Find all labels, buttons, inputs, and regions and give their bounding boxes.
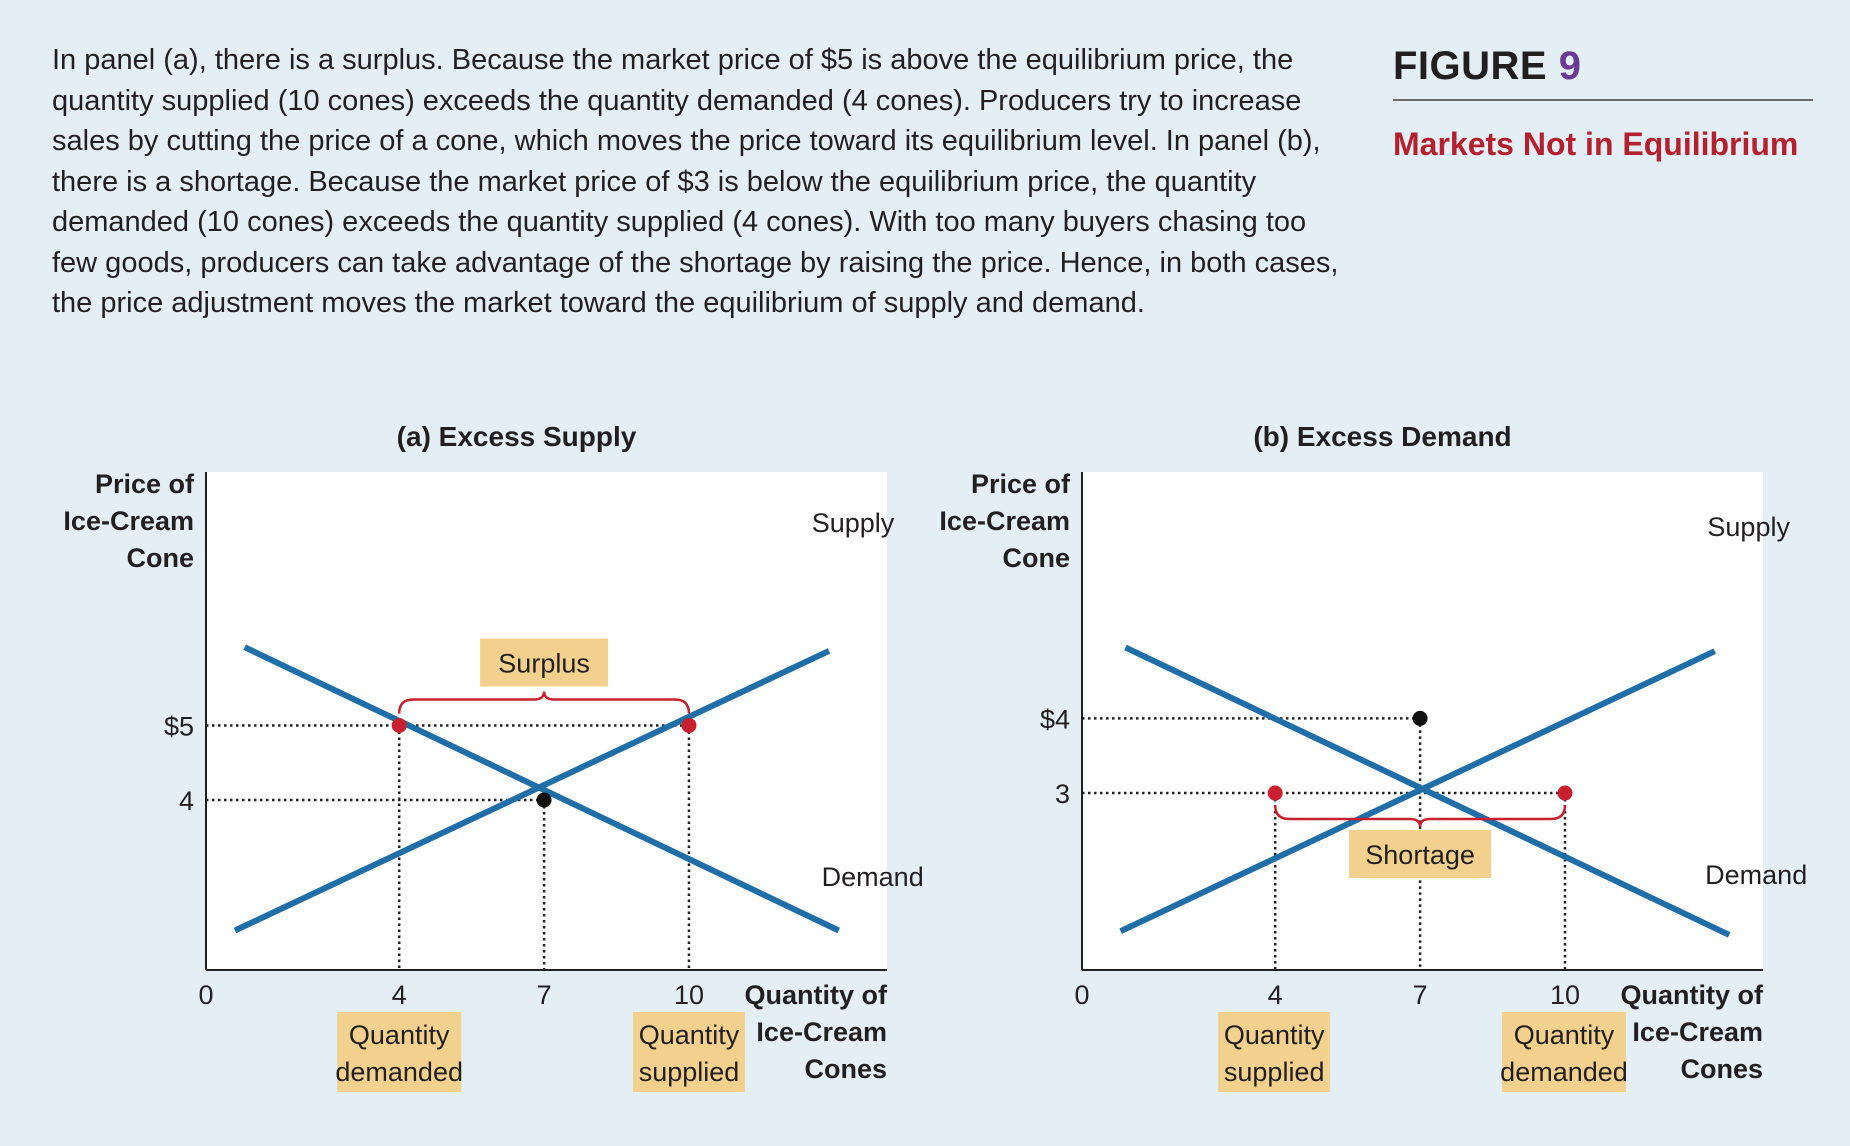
equilibrium-point	[1412, 710, 1428, 726]
quantity-label-box	[1501, 1012, 1626, 1092]
x-tick-label: 0	[1074, 980, 1089, 1010]
quantity-label-line: demanded	[335, 1057, 463, 1087]
equilibrium-point	[536, 792, 552, 808]
x-tick-label: 7	[1413, 980, 1428, 1010]
supply-label: Supply	[812, 508, 895, 538]
market-point	[681, 717, 697, 733]
x-tick-label: 4	[1268, 980, 1283, 1010]
quantity-label-line: Quantity	[349, 1020, 450, 1050]
y-axis-label-line: Cone	[127, 543, 195, 573]
quantity-label-line: Quantity	[1224, 1020, 1325, 1050]
supply-curve	[1119, 648, 1716, 934]
plot-area	[206, 472, 887, 970]
x-tick-label: 7	[537, 980, 552, 1010]
surplus-label: Surplus	[498, 648, 590, 678]
x-tick-label: 10	[1550, 980, 1580, 1010]
quantity-label-box	[632, 1012, 745, 1092]
market-point	[391, 717, 407, 733]
y-axis-label-line: Price of	[971, 469, 1071, 499]
y-tick-label: $4	[1040, 704, 1070, 734]
chart-title: (b) Excess Demand	[1253, 421, 1511, 452]
figure-number: FIGURE 9	[1393, 44, 1582, 89]
figure-title: Markets Not in Equilibrium	[1393, 126, 1799, 162]
quantity-label-line: Quantity	[1514, 1020, 1615, 1050]
market-point	[1267, 785, 1283, 801]
chart-panel-b: (b) Excess Demand Price of Ice-Cream Cone Qu…	[939, 421, 1807, 1092]
shortage-label: Shortage	[1365, 840, 1475, 870]
chart-panel-a: (a) Excess Supply Price of Ice-Cream Cone Qu…	[63, 421, 924, 1092]
x-tick-label: 4	[392, 980, 407, 1010]
shortage-label-box	[1349, 830, 1492, 879]
surplus-label-box	[480, 638, 609, 687]
x-axis-label-line: Cones	[1680, 1054, 1763, 1084]
y-axis-label-line: Cone	[1003, 543, 1071, 573]
y-axis-label-line: Ice-Cream	[63, 506, 194, 536]
y-tick-label: 3	[1055, 779, 1070, 809]
quantity-label-box	[337, 1012, 462, 1092]
market-point	[1557, 785, 1573, 801]
y-axis-label-line: Price of	[95, 469, 195, 499]
x-tick-label: 0	[198, 980, 213, 1010]
figure-number-value: 9	[1558, 44, 1582, 88]
x-axis-label-line: Ice-Cream	[756, 1017, 887, 1047]
chart-title: (a) Excess Supply	[397, 421, 637, 452]
figure-caption: In panel (a), there is a surplus. Becaus…	[52, 44, 1339, 319]
quantity-label-line: supplied	[1224, 1057, 1325, 1087]
y-tick-label: $5	[164, 711, 194, 741]
figure-label: FIGURE	[1393, 44, 1548, 88]
x-axis-label-line: Cones	[804, 1054, 887, 1084]
quantity-label-line: demanded	[1500, 1057, 1628, 1087]
y-tick-label: 4	[179, 786, 194, 816]
quantity-label-line: Quantity	[639, 1020, 740, 1050]
shortage-brace	[1273, 804, 1567, 828]
y-axis-label-line: Ice-Cream	[939, 506, 1070, 536]
demand-curve	[243, 644, 840, 934]
x-tick-label: 10	[674, 980, 704, 1010]
demand-label: Demand	[822, 862, 924, 892]
x-axis-label-line: Ice-Cream	[1632, 1017, 1763, 1047]
supply-curve	[233, 648, 831, 934]
demand-curve	[1124, 644, 1731, 938]
figure-header-rule	[1393, 99, 1813, 101]
demand-label: Demand	[1705, 860, 1807, 890]
supply-label: Supply	[1707, 512, 1790, 542]
x-axis-label-line: Quantity of	[745, 980, 888, 1010]
quantity-label-box	[1218, 1012, 1331, 1092]
quantity-label-line: supplied	[639, 1057, 740, 1087]
x-axis-label-line: Quantity of	[1621, 980, 1764, 1010]
